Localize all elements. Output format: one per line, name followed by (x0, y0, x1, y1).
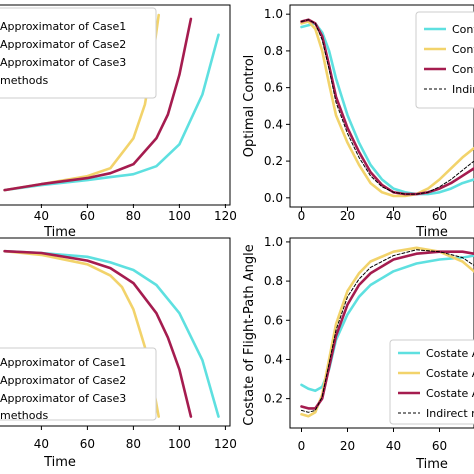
legend-entry-br-1: Costate A (426, 347, 474, 360)
x-tick-label-tl: 100 (168, 209, 191, 223)
series-line-tr-3 (300, 18, 474, 196)
x-axis-label-tr: Time (415, 225, 448, 240)
x-ticks-br: 0 20 40 60 (298, 428, 447, 453)
series-line-br-1 (300, 254, 474, 393)
plot-frame-bl (0, 237, 231, 427)
legend-frame-br (389, 339, 474, 425)
y-tick-label-tr: 0.0 (264, 191, 283, 205)
panel-bottom-left: 40 60 80 100 120 Time Approximator of Case1 … (0, 237, 237, 470)
x-axis-label-br: Time (415, 457, 448, 472)
x-tick-label-tl: 60 (80, 209, 95, 223)
series-line-tr-2 (300, 20, 474, 198)
series-line-tl-3 (3, 17, 193, 192)
legend-entry-tl-1: Approximator of Case1 (0, 20, 126, 33)
plot-frame-br (289, 237, 474, 429)
x-tick-label-tl: 80 (126, 209, 141, 223)
x-axis-label-bl: Time (43, 455, 76, 470)
legend-bl: Approximator of Case1 Approximator of Ca… (0, 347, 157, 422)
x-tick-label-tl: 120 (214, 209, 237, 223)
legend-entry-br-4: Indirect n (426, 407, 474, 420)
x-tick-label-tr: 60 (432, 209, 447, 223)
x-tick-label-tl: 40 (34, 209, 49, 223)
legend-entry-br-2: Costate A (426, 367, 474, 380)
y-tick-label-tr: 0.2 (264, 154, 283, 168)
y-tick-label-tr: 0.8 (264, 44, 283, 58)
legend-entry-tl-4: methods (0, 74, 48, 87)
x-tick-label-br: 40 (386, 439, 401, 453)
x-tick-label-tr: 0 (298, 209, 306, 223)
x-ticks-bl: 40 60 80 100 120 (34, 426, 237, 451)
y-ticks-tr: 0.0 0.2 0.4 0.6 0.8 1.0 (264, 7, 290, 205)
legend-tr: Cont Cont Cont Indire (415, 11, 474, 109)
legend-entry-br-3: Costate A (426, 387, 474, 400)
y-tick-label-tr: 0.4 (264, 117, 283, 131)
series-line-tl-1 (3, 33, 220, 192)
series-line-bl-3 (3, 249, 193, 418)
panel-top-right: 0.0 0.2 0.4 0.6 0.8 1.0 0 20 40 60 Optimal Contr… (242, 4, 474, 240)
series-line-br-4 (301, 249, 474, 413)
series-line-tr-4 (301, 19, 474, 195)
legend-entry-bl-4: methods (0, 409, 48, 422)
y-ticks-br: 0.2 0.4 0.6 0.8 1.0 (264, 235, 290, 406)
series-line-tr-1 (300, 22, 474, 196)
x-tick-label-br: 20 (340, 439, 355, 453)
legend-entry-tl-3: Approximator of Case3 (0, 56, 126, 69)
legend-entry-tr-3: Cont (452, 63, 474, 76)
legend-frame-tl (0, 7, 157, 99)
x-axis-label-tl: Time (43, 225, 76, 240)
plot-frame-tr (289, 4, 474, 208)
legend-entry-bl-1: Approximator of Case1 (0, 356, 126, 369)
x-tick-label-bl: 120 (214, 437, 237, 451)
x-ticks-tl: 40 60 80 100 120 (34, 204, 237, 223)
legend-entry-tr-2: Cont (452, 43, 474, 56)
x-ticks-tr: 0 20 40 60 (298, 207, 447, 223)
y-axis-label-tr: Optimal Control (242, 55, 257, 158)
panel-bottom-right: 0.2 0.4 0.6 0.8 1.0 0 20 40 60 Costate of Fligh… (242, 235, 474, 472)
y-tick-label-br: 1.0 (264, 235, 283, 249)
y-tick-label-tr: 0.6 (264, 81, 283, 95)
x-tick-label-bl: 100 (168, 437, 191, 451)
series-line-br-3 (300, 250, 474, 410)
x-tick-label-bl: 60 (80, 437, 95, 451)
y-tick-label-br: 0.4 (264, 352, 283, 366)
plot-frame-tl (0, 4, 231, 206)
y-axis-label-br: Costate of Flight-Path Angle (242, 244, 257, 425)
x-tick-label-tr: 40 (386, 209, 401, 223)
legend-entry-tr-1: Cont (452, 23, 474, 36)
x-tick-label-bl: 80 (126, 437, 141, 451)
x-tick-label-br: 0 (298, 439, 306, 453)
y-tick-label-br: 0.8 (264, 274, 283, 288)
legend-tl: Approximator of Case1 Approximator of Ca… (0, 7, 157, 99)
legend-entry-bl-2: Approximator of Case2 (0, 374, 126, 387)
series-group-br (300, 246, 474, 418)
y-tick-label-br: 0.2 (264, 392, 283, 406)
x-tick-label-br: 60 (432, 439, 447, 453)
series-group-tr (300, 18, 474, 198)
legend-br: Costate A Costate A Costate A Indirect n (389, 339, 474, 425)
legend-entry-tr-4: Indire (452, 83, 474, 96)
x-tick-label-bl: 40 (34, 437, 49, 451)
panel-top-left: 40 60 80 100 120 Time Approximator of Case1 … (0, 4, 237, 240)
legend-entry-bl-3: Approximator of Case3 (0, 392, 126, 405)
legend-entry-tl-2: Approximator of Case2 (0, 38, 126, 51)
y-tick-label-tr: 1.0 (264, 7, 283, 21)
legend-frame-bl (0, 347, 157, 421)
legend-frame-tr (415, 11, 474, 109)
x-tick-label-tr: 20 (340, 209, 355, 223)
y-tick-label-br: 0.6 (264, 313, 283, 327)
